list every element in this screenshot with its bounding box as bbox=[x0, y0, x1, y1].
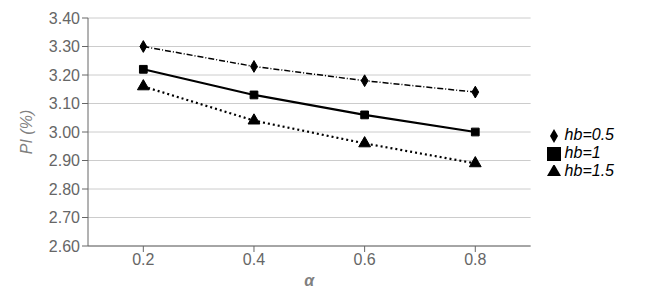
svg-text:0.6: 0.6 bbox=[354, 251, 376, 268]
svg-text:0.2: 0.2 bbox=[132, 251, 154, 268]
svg-text:3.10: 3.10 bbox=[49, 95, 80, 112]
svg-text:3.30: 3.30 bbox=[49, 38, 80, 55]
svg-text:2.90: 2.90 bbox=[49, 152, 80, 169]
svg-text:2.80: 2.80 bbox=[49, 181, 80, 198]
svg-text:2.60: 2.60 bbox=[49, 238, 80, 255]
svg-text:0.8: 0.8 bbox=[464, 251, 486, 268]
svg-text:3.00: 3.00 bbox=[49, 124, 80, 141]
html-text:hb=0.5: hb=0.5 bbox=[564, 126, 614, 143]
svg-text:2.70: 2.70 bbox=[49, 209, 80, 226]
svg-text:3.40: 3.40 bbox=[49, 10, 80, 27]
svg-text:0.4: 0.4 bbox=[243, 251, 265, 268]
svg-text:PI (%): PI (%) bbox=[18, 110, 35, 154]
html-text:hb=1.5: hb=1.5 bbox=[564, 162, 614, 179]
svg-text:3.20: 3.20 bbox=[49, 67, 80, 84]
svg-text:α: α bbox=[304, 272, 315, 289]
html-text:hb=1: hb=1 bbox=[564, 144, 601, 161]
